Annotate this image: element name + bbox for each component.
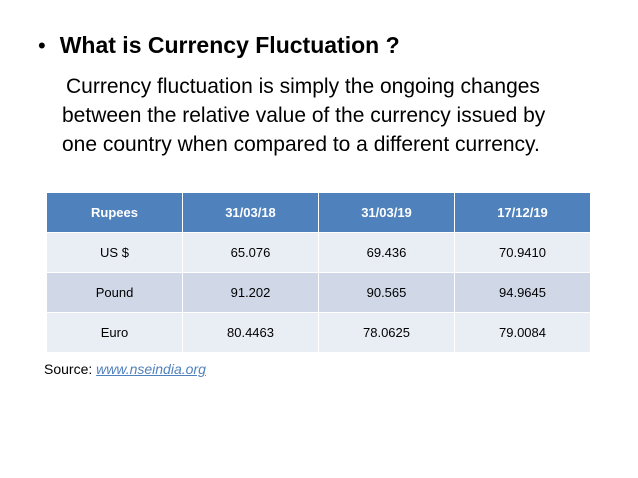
column-header-date-2: 31/03/19 xyxy=(318,192,455,233)
rate-cell: 90.565 xyxy=(318,272,455,313)
column-header-date-3: 17/12/19 xyxy=(454,192,591,233)
rate-cell: 65.076 xyxy=(182,232,319,273)
source-label: Source: xyxy=(44,361,97,377)
rate-cell: 70.9410 xyxy=(454,232,591,273)
rate-cell: 78.0625 xyxy=(318,312,455,353)
rate-cell: 91.202 xyxy=(182,272,319,313)
rate-cell: 79.0084 xyxy=(454,312,591,353)
currency-cell: Euro xyxy=(46,312,183,353)
column-header-date-1: 31/03/18 xyxy=(182,192,319,233)
slide-title: What is Currency Fluctuation ? xyxy=(59,32,400,58)
bullet-icon: • xyxy=(38,32,46,58)
rate-cell: 69.436 xyxy=(318,232,455,273)
exchange-rate-table: Rupees 31/03/18 31/03/19 17/12/19 US $ 6… xyxy=(46,192,591,353)
table-row: US $ 65.076 69.436 70.9410 xyxy=(46,232,591,273)
definition-line-1: Currency fluctuation is simply the ongoi… xyxy=(66,75,540,98)
definition-paragraph: Currency fluctuation is simply the ongoi… xyxy=(62,72,607,159)
definition-line-3: one country when compared to a different… xyxy=(62,133,540,156)
rate-cell: 80.4463 xyxy=(182,312,319,353)
source-line: Source: www.nseindia.org xyxy=(44,361,206,377)
heading-row: • What is Currency Fluctuation ? xyxy=(38,32,400,60)
currency-cell: US $ xyxy=(46,232,183,273)
table-row: Euro 80.4463 78.0625 79.0084 xyxy=(46,312,591,353)
column-header-rupees: Rupees xyxy=(46,192,183,233)
rate-cell: 94.9645 xyxy=(454,272,591,313)
table-header-row: Rupees 31/03/18 31/03/19 17/12/19 xyxy=(46,192,591,233)
definition-line-2: between the relative value of the curren… xyxy=(62,104,546,127)
source-link[interactable]: www.nseindia.org xyxy=(96,361,206,377)
currency-cell: Pound xyxy=(46,272,183,313)
table-row: Pound 91.202 90.565 94.9645 xyxy=(46,272,591,313)
